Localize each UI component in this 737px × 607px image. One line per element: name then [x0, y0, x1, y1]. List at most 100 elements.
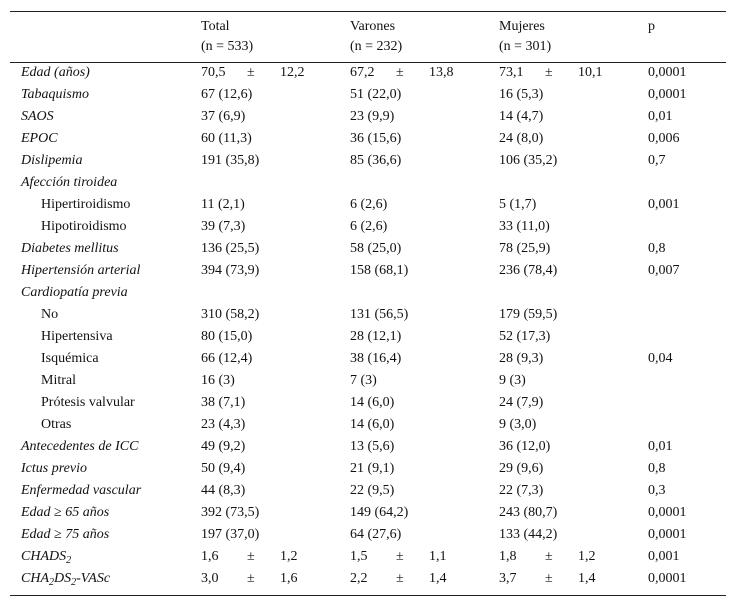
row-label: Enfermedad vascular	[20, 483, 142, 498]
cell: 21 (9,1)	[350, 461, 395, 476]
cell: 58 (25,0)	[350, 241, 402, 256]
cell-part: 73,1	[499, 65, 524, 80]
cell-part: 13,8	[429, 65, 454, 80]
row-label: Hipertiroidismo	[41, 197, 130, 212]
cell: 133 (44,2)	[499, 527, 558, 542]
cell: 0,0001	[648, 505, 687, 520]
cell: 106 (35,2)	[499, 153, 558, 168]
cell: 0,001	[648, 197, 680, 212]
row-label: Prótesis valvular	[41, 395, 135, 410]
cell: 0,01	[648, 109, 673, 124]
cell-part: ±	[247, 65, 255, 80]
row-label: CHA2DS2-VASc	[21, 571, 111, 588]
cell: 392 (73,5)	[201, 505, 260, 520]
cell: 14 (6,0)	[350, 417, 395, 432]
row-label: Otras	[41, 417, 71, 432]
cell: 38 (7,1)	[201, 395, 246, 410]
column-title: Total	[201, 19, 230, 34]
cell: 50 (9,4)	[201, 461, 246, 476]
cell: 60 (11,3)	[201, 131, 252, 146]
row-label: SAOS	[21, 109, 54, 124]
cell: 85 (36,6)	[350, 153, 402, 168]
cell: 23 (4,3)	[201, 417, 246, 432]
cell: 0,0001	[648, 65, 687, 80]
cell-part: ±	[396, 549, 404, 564]
cell: 49 (9,2)	[201, 439, 246, 454]
label-part: -VASc	[76, 571, 111, 586]
row-label: Isquémica	[41, 351, 99, 366]
row-label: Tabaquismo	[21, 87, 89, 102]
column-n: (n = 301)	[499, 39, 552, 54]
cell: 33 (11,0)	[499, 219, 550, 234]
cell: 44 (8,3)	[201, 483, 246, 498]
cell: 197 (37,0)	[201, 527, 260, 542]
row-label: Mitral	[41, 373, 76, 388]
cell: 0,006	[648, 131, 680, 146]
row-label: Hipotiroidismo	[41, 219, 127, 234]
row-label: Hipertensiva	[41, 329, 113, 344]
cell-part: 1,5	[350, 549, 368, 564]
cell: 149 (64,2)	[350, 505, 409, 520]
row-label: Edad ≥ 65 años	[20, 505, 110, 520]
cell: 14 (6,0)	[350, 395, 395, 410]
cell-part: 1,2	[280, 549, 298, 564]
cell: 0,8	[648, 461, 666, 476]
cell: 9 (3,0)	[499, 417, 537, 432]
row-label: CHADS2	[21, 549, 71, 566]
cell-part: 1,6	[280, 571, 298, 586]
cell: 52 (17,3)	[499, 329, 551, 344]
cell: 136 (25,5)	[201, 241, 260, 256]
cell-part: ±	[396, 65, 404, 80]
row-label: Hipertensión arterial	[20, 263, 140, 278]
cell: 131 (56,5)	[350, 307, 409, 322]
cell-part: ±	[545, 571, 553, 586]
cell: 64 (27,6)	[350, 527, 402, 542]
row-label: Edad (años)	[20, 65, 90, 80]
cell-part: ±	[396, 571, 404, 586]
cell-part: 1,1	[429, 549, 447, 564]
cell-part: 1,4	[578, 571, 596, 586]
cell: 179 (59,5)	[499, 307, 558, 322]
cell: 28 (12,1)	[350, 329, 402, 344]
cell-part: 1,8	[499, 549, 517, 564]
cell-part: 1,2	[578, 549, 596, 564]
label-part: DS	[53, 571, 71, 586]
cell: 78 (25,9)	[499, 241, 551, 256]
cell: 29 (9,6)	[499, 461, 544, 476]
row-label: Edad ≥ 75 años	[20, 527, 110, 542]
cell: 0,001	[648, 549, 680, 564]
cell: 28 (9,3)	[499, 351, 544, 366]
cell-part: 67,2	[350, 65, 375, 80]
cell: 236 (78,4)	[499, 263, 558, 278]
cell-part: 12,2	[280, 65, 305, 80]
cell: 37 (6,9)	[201, 109, 246, 124]
cell: 14 (4,7)	[499, 109, 544, 124]
cell: 38 (16,4)	[350, 351, 402, 366]
row-label: Dislipemia	[20, 153, 82, 168]
cell: 0,04	[648, 351, 673, 366]
column-n: (n = 533)	[201, 39, 254, 54]
column-n: (n = 232)	[350, 39, 403, 54]
column-title: Varones	[350, 19, 395, 34]
cell: 16 (5,3)	[499, 87, 544, 102]
cell: 5 (1,7)	[499, 197, 537, 212]
label-part: 2	[71, 577, 76, 588]
cell: 6 (2,6)	[350, 219, 388, 234]
cell: 310 (58,2)	[201, 307, 260, 322]
cell-part: ±	[247, 571, 255, 586]
cell: 6 (2,6)	[350, 197, 388, 212]
cell: 24 (7,9)	[499, 395, 544, 410]
cell: 0,3	[648, 483, 666, 498]
cell: 36 (15,6)	[350, 131, 402, 146]
cell-part: 70,5	[201, 65, 226, 80]
cell: 0,01	[648, 439, 673, 454]
cell: 0,0001	[648, 87, 687, 102]
cell: 0,0001	[648, 571, 687, 586]
cell: 67 (12,6)	[201, 87, 253, 102]
cell: 191 (35,8)	[201, 153, 260, 168]
column-title: Mujeres	[499, 19, 545, 34]
cell-part: 1,6	[201, 549, 219, 564]
row-label: Cardiopatía previa	[21, 285, 128, 300]
cell-part: 2,2	[350, 571, 368, 586]
